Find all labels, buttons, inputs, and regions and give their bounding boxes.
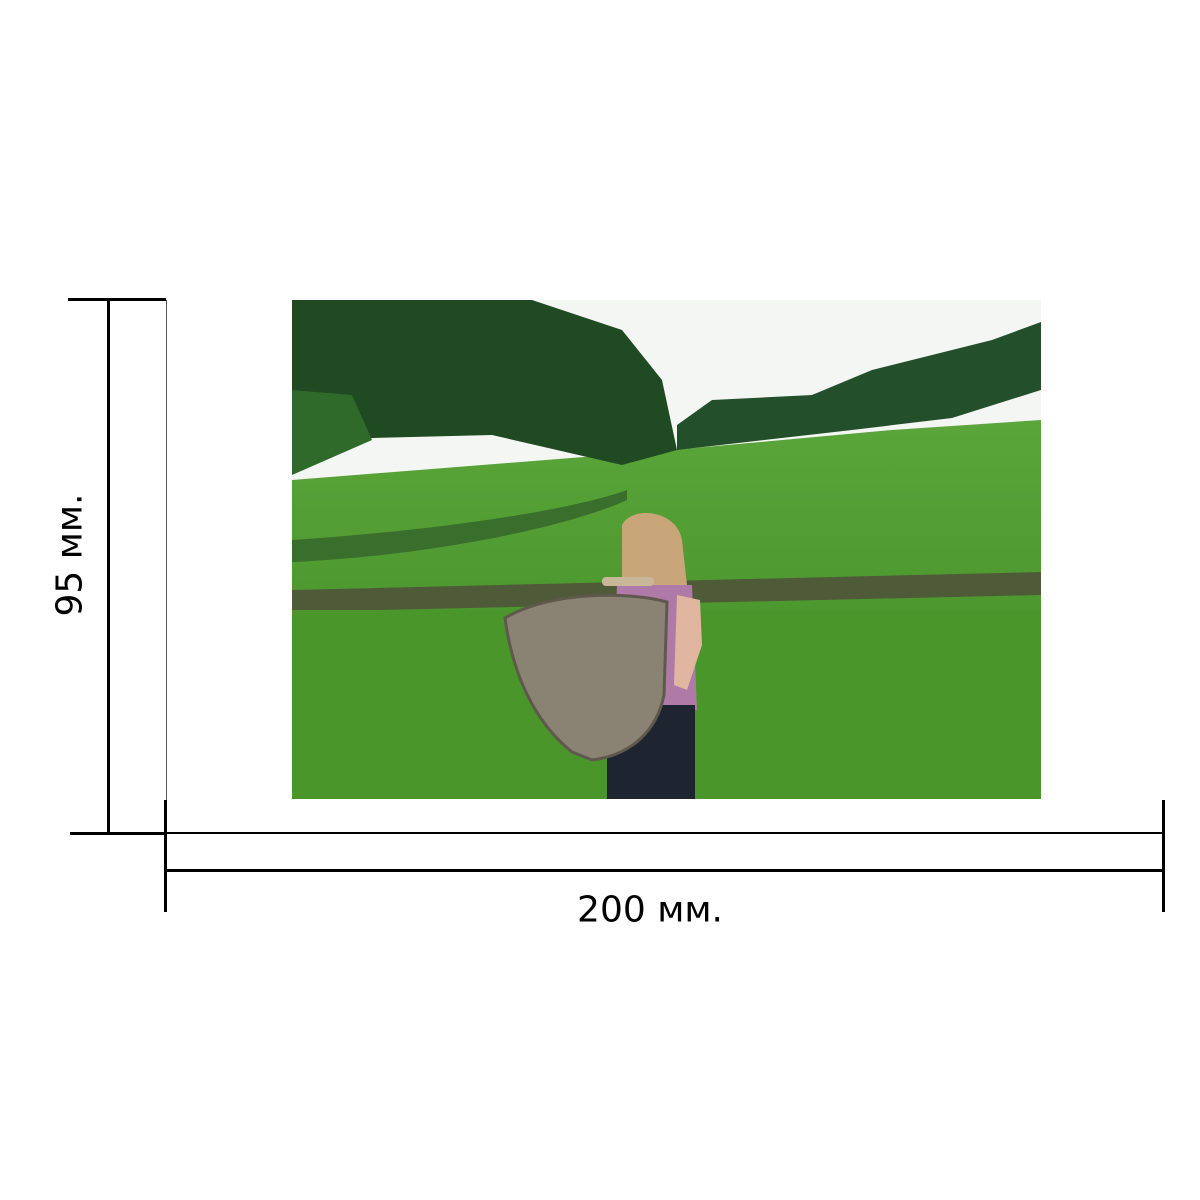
width-extension-line — [166, 832, 1165, 834]
width-dimension-line — [166, 869, 1165, 872]
height-bottom-tick — [70, 832, 166, 835]
height-label: 95 мм. — [49, 493, 91, 617]
height-top-tick — [68, 298, 166, 301]
treeline-right — [677, 322, 1041, 450]
wicker-basket — [503, 593, 669, 762]
width-label: 200 мм. — [577, 889, 723, 931]
basket-handle — [602, 577, 654, 586]
height-extension-line — [166, 300, 167, 800]
width-left-tick — [164, 800, 167, 912]
forest-left — [292, 300, 677, 465]
trees-left-light — [292, 390, 372, 475]
girl-arm — [674, 595, 702, 690]
girl-hair — [622, 513, 687, 590]
hedge — [292, 490, 627, 562]
product-photo — [292, 300, 1041, 799]
width-right-tick — [1162, 800, 1165, 912]
height-dimension-line — [107, 300, 110, 834]
